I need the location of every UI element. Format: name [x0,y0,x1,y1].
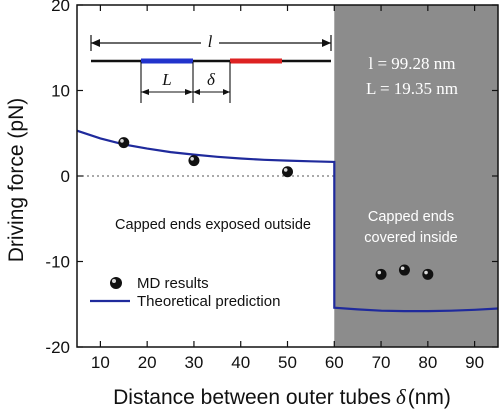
y-tick-label: -10 [45,253,70,272]
axis-ticks: 10 20 30 40 50 60 70 80 90 -20 -10 0 10 20 [45,0,498,372]
md-result-point [375,268,387,280]
x-tick-label: 10 [91,353,110,372]
schematic-inset: l L δ [90,31,332,103]
y-axis-title: Driving force (pN) [5,98,28,263]
x-tick-label: 90 [465,353,484,372]
md-result-point-highlight [190,157,194,161]
x-axis-title-unit: (nm) [408,386,451,409]
md-results-points [118,137,434,280]
md-result-point-highlight [424,270,428,275]
y-tick-label: -20 [45,338,70,357]
x-tick-label: 40 [231,353,250,372]
y-tick-label: 0 [61,167,70,186]
x-tick-label: 70 [372,353,391,372]
schematic-L-right-arrow [185,89,193,95]
x-tick-label: 50 [278,353,297,372]
schematic-l-left-arrow [91,39,100,47]
schematic-label-L: L [161,70,171,89]
md-result-point [282,166,293,178]
md-result-point [422,268,434,280]
x-axis-title: Distance between outer tubes δ(nm) [113,385,451,409]
x-tick-label: 60 [325,353,344,372]
x-tick-label: 30 [184,353,203,372]
schematic-delta-right-arrow [223,89,230,95]
md-result-point [118,137,130,149]
schematic-L-left-arrow [141,89,149,95]
y-tick-label: 10 [51,82,70,101]
legend-marker-md-results [110,277,122,289]
annotation-left-region: Capped ends exposed outside [115,217,311,233]
md-result-point [398,264,410,276]
annotation-right-region-line1: Capped ends [368,209,454,225]
schematic-label-l: l [208,32,213,51]
series-line-theoretical-prediction [76,129,499,313]
legend-label-md-results: MD results [137,275,209,292]
shaded-region [334,5,498,347]
schematic-l-label-bg [201,31,219,51]
md-result-point-highlight [377,270,382,275]
x-tick-label: 80 [418,353,437,372]
schematic-delta-left-arrow [193,89,200,95]
x-axis-title-symbol: δ [396,385,407,409]
legend-marker-highlight [112,279,116,283]
annotation-right-region-line2: covered inside [364,230,458,246]
md-result-point-highlight [400,266,405,271]
md-result-point [188,155,200,167]
y-tick-label: 20 [51,0,70,15]
annotation-param-l: l = 99.28 nm [368,54,455,73]
x-axis-title-text: Distance between outer tubes [113,386,391,409]
x-tick-label: 20 [138,353,157,372]
md-result-point-highlight [120,139,124,143]
schematic-l-right-arrow [322,39,331,47]
annotation-param-L: L = 19.35 nm [366,79,458,98]
legend-label-theoretical-prediction: Theoretical prediction [137,293,280,310]
schematic-label-delta: δ [207,70,216,89]
md-result-point-highlight [283,168,288,172]
legend: MD results Theoretical prediction [90,275,280,310]
